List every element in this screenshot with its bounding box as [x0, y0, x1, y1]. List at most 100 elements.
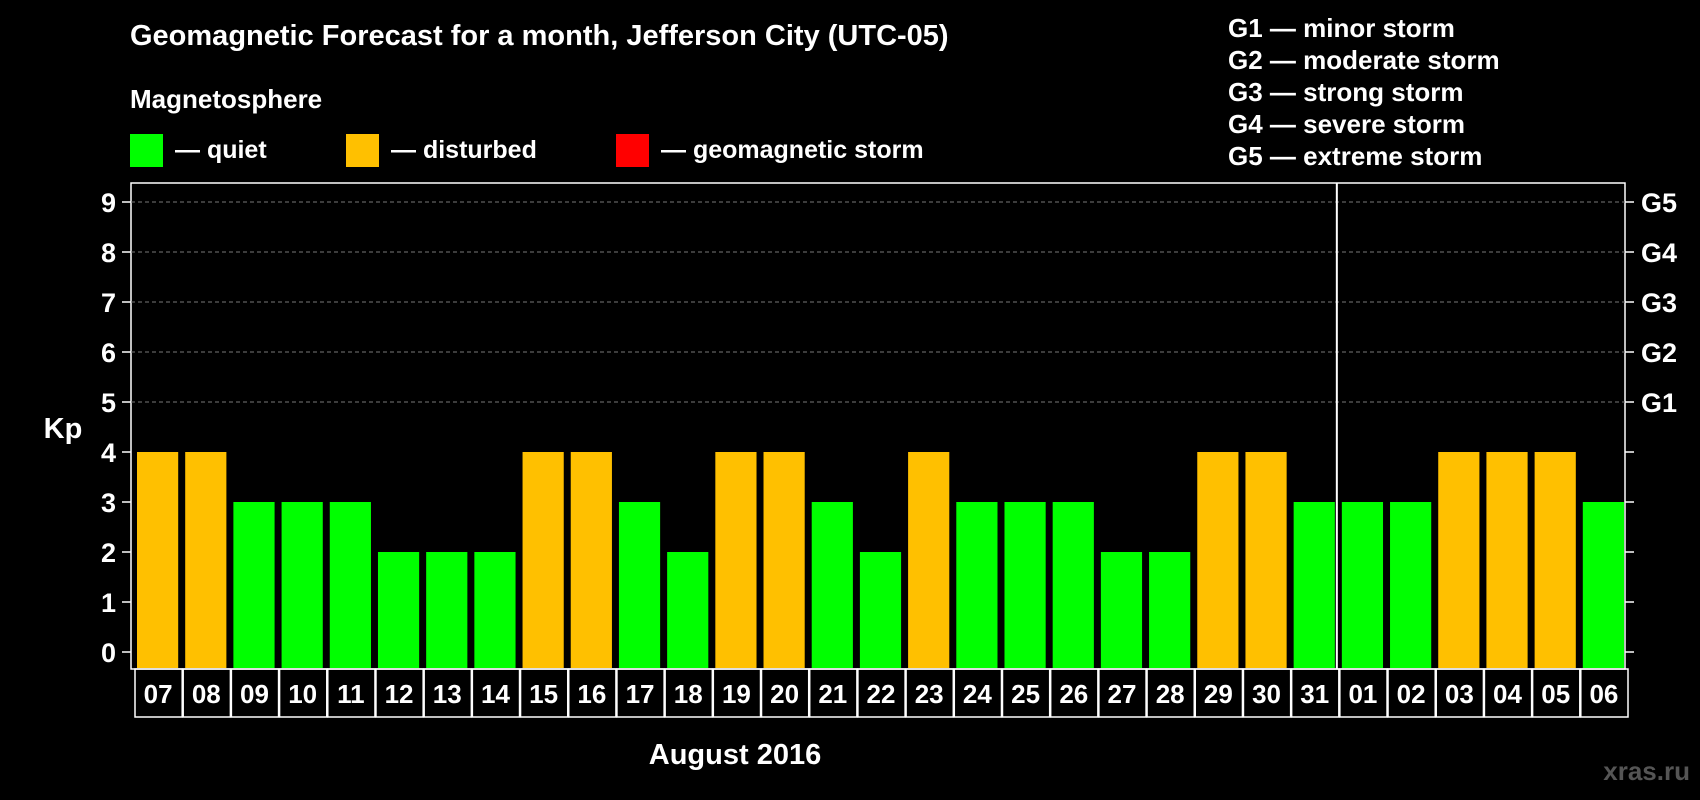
legend-item-disturbed: — disturbed: [346, 133, 537, 167]
x-tick-label: 12: [385, 679, 414, 709]
x-tick-label: 05: [1541, 679, 1570, 709]
watermark: xras.ru: [1603, 756, 1690, 786]
x-tick-label: 21: [818, 679, 847, 709]
date-cell: [1049, 668, 1099, 718]
date-cell: [1531, 668, 1581, 718]
x-tick-label: 15: [529, 679, 558, 709]
date-cell: [423, 668, 473, 718]
date-cell: [760, 668, 810, 718]
y-tick-label: 2: [101, 538, 116, 568]
bar-09: [233, 502, 275, 668]
x-axis-label: August 2016: [649, 739, 821, 771]
x-tick-label: 18: [674, 679, 703, 709]
date-cell: [712, 668, 762, 718]
bar-23: [908, 452, 950, 668]
storm-scale-g2: G2 — moderate storm: [1228, 45, 1500, 75]
x-tick-label: 04: [1493, 679, 1522, 709]
date-cell: [1194, 668, 1244, 718]
bar-10: [281, 502, 323, 668]
right-axis-label: G4: [1641, 238, 1677, 268]
date-cell: [1483, 668, 1533, 718]
x-tick-label: 17: [626, 679, 655, 709]
date-cell: [1290, 668, 1340, 718]
x-tick-label: 22: [867, 679, 896, 709]
x-tick-label: 30: [1252, 679, 1281, 709]
bar-27: [1100, 552, 1143, 668]
date-cell: [1580, 668, 1629, 718]
date-cell: [1001, 668, 1051, 718]
x-tick-label: 24: [963, 679, 992, 709]
right-axis-label: G3: [1641, 288, 1677, 318]
y-tick-label: 9: [101, 188, 116, 218]
bar-01: [1341, 502, 1384, 668]
bar-06: [1582, 502, 1624, 668]
legend-swatch-storm: [616, 133, 649, 167]
bar-24: [956, 502, 998, 668]
storm-scale-g4: G4 — severe storm: [1228, 109, 1466, 139]
date-cell: [1435, 668, 1485, 718]
right-axis-label: G2: [1641, 338, 1677, 368]
x-tick-label: 01: [1348, 679, 1377, 709]
date-cell: [664, 668, 714, 718]
date-cell: [471, 668, 521, 718]
date-cell: [808, 668, 858, 718]
x-tick-label: 13: [433, 679, 462, 709]
y-tick-label: 6: [101, 338, 116, 368]
bar-03: [1438, 452, 1480, 668]
x-tick-label: 23: [915, 679, 944, 709]
x-tick-label: 11: [337, 679, 365, 709]
date-cell: [519, 668, 569, 718]
legend-label-storm: — geomagnetic storm: [661, 135, 924, 164]
date-cell: [905, 668, 955, 718]
x-tick-label: 10: [288, 679, 317, 709]
bar-21: [811, 502, 853, 668]
date-cell: [1339, 668, 1388, 718]
bar-05: [1534, 452, 1576, 668]
y-tick-label: 7: [101, 288, 116, 318]
x-tick-label: 20: [770, 679, 799, 709]
x-tick-label: 02: [1397, 679, 1426, 709]
y-tick-label: 4: [101, 438, 116, 468]
x-tick-label: 03: [1445, 679, 1474, 709]
bar-25: [1004, 502, 1046, 668]
x-tick-label: 25: [1011, 679, 1040, 709]
x-tick-label: 31: [1300, 679, 1329, 709]
bar-20: [763, 452, 805, 668]
date-cell: [1242, 668, 1292, 718]
right-axis-label: G5: [1641, 188, 1677, 218]
date-cell: [278, 668, 328, 718]
legend-swatch-disturbed: [346, 133, 379, 167]
bar-19: [715, 452, 757, 668]
y-tick-label: 1: [101, 588, 116, 618]
date-cell: [616, 668, 665, 718]
bar-07: [137, 452, 179, 668]
x-tick-label: 06: [1589, 679, 1618, 709]
date-cell: [1387, 668, 1436, 718]
bar-13: [426, 552, 468, 668]
date-cell: [1146, 668, 1196, 718]
y-tick-label: 0: [101, 638, 116, 668]
bar-14: [474, 552, 516, 668]
date-cell: [567, 668, 617, 718]
bar-11: [329, 502, 371, 668]
storm-scale-g5: G5 — extreme storm: [1228, 141, 1483, 171]
x-tick-label: 28: [1156, 679, 1185, 709]
x-tick-label: 27: [1108, 679, 1137, 709]
storm-scale-legend: G1 — minor storm G2 — moderate storm G3 …: [1228, 12, 1500, 172]
x-tick-label: 08: [192, 679, 221, 709]
date-cell: [857, 668, 906, 718]
legend-swatch-quiet: [130, 133, 163, 167]
bar-28: [1149, 552, 1191, 668]
y-tick-label: 5: [101, 388, 116, 418]
x-tick-label: 29: [1204, 679, 1233, 709]
x-tick-label: 14: [481, 679, 510, 709]
bar-12: [377, 552, 420, 668]
bar-18: [667, 552, 709, 668]
bar-02: [1390, 502, 1432, 668]
legend-label-disturbed: — disturbed: [391, 135, 537, 164]
bar-30: [1245, 452, 1287, 668]
legend-item-storm: — geomagnetic storm: [616, 133, 924, 167]
date-cell: [327, 668, 376, 718]
bar-17: [618, 502, 661, 668]
